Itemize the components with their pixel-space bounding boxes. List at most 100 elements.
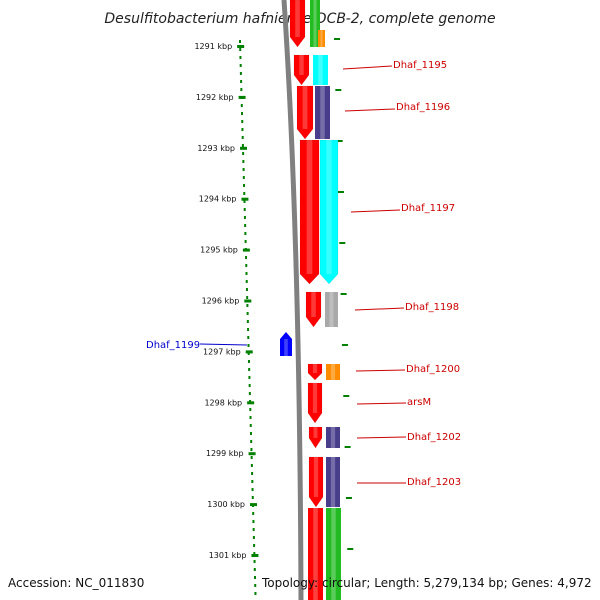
ruler-dot	[249, 424, 252, 427]
ruler-dot	[239, 40, 241, 43]
ruler-dot	[243, 192, 246, 195]
ruler-major-tick	[242, 248, 250, 252]
ruler-dot	[249, 432, 252, 435]
gene-bar-green[interactable]	[310, 0, 320, 47]
gene-bar-green[interactable]	[326, 508, 341, 600]
ruler-dot	[240, 88, 243, 91]
ruler-dot	[241, 136, 244, 139]
gene-label-dhaf-1196[interactable]: Dhaf_1196	[396, 102, 450, 113]
ruler-dot	[243, 216, 246, 219]
ruler-dot	[249, 408, 252, 411]
gene-arrow-forward[interactable]	[308, 508, 323, 600]
backbone-line	[281, 0, 304, 600]
ruler-dot	[248, 376, 251, 379]
gene-arrow-forward[interactable]	[308, 456, 324, 508]
ruler-dot	[254, 592, 257, 595]
ruler-label: 1299 kbp	[206, 449, 244, 458]
ruler-dot	[239, 72, 242, 75]
track-tick	[341, 344, 348, 346]
ruler-dot	[251, 480, 254, 483]
ruler-label: 1295 kbp	[200, 246, 238, 255]
track-tick	[340, 293, 347, 295]
ruler-dot	[250, 464, 253, 467]
gene-arrow-forward[interactable]	[307, 363, 323, 381]
ruler-dot	[241, 128, 244, 131]
gene-bar-orange[interactable]	[326, 364, 340, 380]
gene-bar-gray[interactable]	[325, 292, 338, 327]
gene-leader-line	[356, 436, 407, 439]
track-tick	[339, 242, 346, 244]
ruler-dot	[252, 528, 255, 531]
ruler-dot	[242, 168, 245, 171]
ruler-dot	[242, 160, 245, 163]
ruler-major-tick	[237, 45, 245, 48]
gene-label-dhaf-1200[interactable]: Dhaf_1200	[406, 364, 460, 375]
ruler-dot	[245, 264, 248, 267]
gene-bar-cyan[interactable]	[313, 55, 328, 85]
gene-label-arsm[interactable]: arsM	[407, 397, 431, 408]
ruler-label: 1291 kbp	[194, 42, 232, 51]
gene-label-dhaf-1199[interactable]: Dhaf_1199	[146, 340, 200, 351]
gene-bar-cyan[interactable]	[319, 139, 339, 285]
gene-arrow-forward[interactable]	[307, 382, 323, 424]
ruler-dot	[239, 48, 242, 51]
ruler-dot	[246, 296, 249, 299]
ruler-major-tick	[249, 503, 257, 507]
ruler-dot	[247, 360, 250, 363]
ruler-major-tick	[244, 299, 252, 303]
gene-bar-orange[interactable]	[318, 30, 325, 47]
ruler-dot	[248, 384, 251, 387]
gene-label-dhaf-1202[interactable]: Dhaf_1202	[407, 432, 461, 443]
gene-label-dhaf-1203[interactable]: Dhaf_1203	[407, 477, 461, 488]
ruler-dot	[243, 200, 246, 203]
gene-leader-line	[356, 402, 407, 405]
ruler-dot	[240, 80, 243, 83]
ruler-dot	[244, 224, 247, 227]
gene-bar-purple[interactable]	[315, 86, 330, 139]
gene-arrow-reverse[interactable]	[280, 332, 292, 356]
ruler-dot	[239, 64, 242, 67]
gene-arrow-forward[interactable]	[305, 291, 322, 328]
gene-label-dhaf-1195[interactable]: Dhaf_1195	[393, 60, 447, 71]
ruler-label: 1297 kbp	[203, 347, 241, 356]
ruler-dot	[251, 488, 254, 491]
gene-arrow-forward[interactable]	[289, 0, 306, 48]
track-tick	[343, 395, 350, 397]
ruler-dot	[246, 312, 249, 315]
ruler-major-tick	[238, 95, 246, 99]
ruler-major-tick	[251, 554, 259, 557]
ruler-dot	[254, 576, 257, 579]
gene-label-dhaf-1197[interactable]: Dhaf_1197	[401, 203, 455, 214]
ruler-dot	[246, 304, 249, 307]
ruler-dot	[252, 520, 255, 523]
ruler-dot	[247, 336, 250, 339]
ruler-dot	[248, 368, 251, 371]
ruler-dot	[250, 440, 253, 443]
gene-label-dhaf-1198[interactable]: Dhaf_1198	[405, 302, 459, 313]
ruler-dot	[251, 472, 254, 475]
ruler-dot	[249, 416, 252, 419]
ruler-dot	[253, 544, 256, 547]
ruler-label: 1294 kbp	[199, 195, 237, 204]
ruler-dot	[241, 112, 244, 115]
ruler-dot	[253, 560, 256, 563]
ruler-dot	[239, 56, 242, 59]
gene-arrow-forward[interactable]	[293, 54, 310, 86]
gene-arrow-forward[interactable]	[308, 426, 323, 449]
ruler-dot	[252, 536, 255, 539]
topology-text: Topology: circular; Length: 5,279,134 bp…	[261, 576, 592, 590]
gene-arrow-forward[interactable]	[296, 85, 314, 140]
ruler-dot	[247, 352, 250, 355]
gene-bar-purple[interactable]	[326, 427, 340, 448]
ruler-dot	[245, 288, 248, 291]
ruler-label: 1300 kbp	[207, 500, 245, 509]
gene-leader-line	[342, 65, 393, 70]
gene-bar-purple[interactable]	[326, 457, 340, 507]
ruler-dot	[244, 232, 247, 235]
ruler-dot	[250, 456, 253, 459]
track-tick	[334, 38, 340, 40]
ruler-dot	[253, 568, 256, 571]
gene-arrow-forward[interactable]	[299, 139, 320, 285]
kbp-ruler: 1291 kbp 1292 kbp 1293 kbp 1294 kbp 1295 kbp…	[194, 38, 354, 595]
